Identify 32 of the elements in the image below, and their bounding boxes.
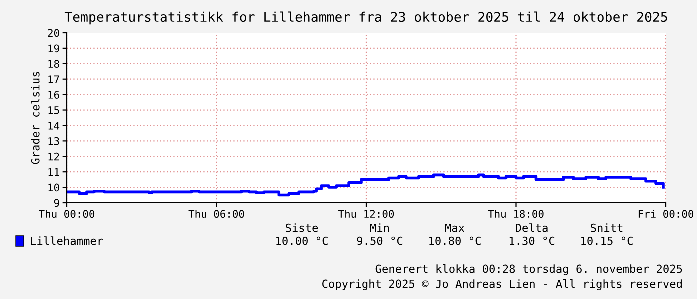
text: Generert klokka 00:28 torsdag 6. november 2025 bbox=[376, 264, 682, 276]
x-tick-label: Thu 18:00 bbox=[488, 210, 544, 218]
y-tick-label: 18 bbox=[48, 60, 60, 68]
x-tick-label: Thu 12:00 bbox=[338, 210, 394, 218]
legend-label: Lillehammer bbox=[31, 236, 104, 246]
y-tick-label: 12 bbox=[48, 152, 60, 161]
y-tick-label: 17 bbox=[48, 76, 60, 84]
y-tick-label: 19 bbox=[48, 44, 60, 53]
text: 9.50 °C bbox=[357, 236, 403, 246]
text: Delta bbox=[516, 224, 548, 232]
text: Siste bbox=[286, 224, 318, 232]
chart-title: Temperaturstatistikk for Lillehammer fra 23 oktober 2025 til 24 oktober 2025 bbox=[64, 12, 668, 25]
x-tick-label: Fri 00:00 bbox=[638, 210, 694, 218]
y-tick-label: 9 bbox=[54, 199, 60, 208]
y-tick-label: 15 bbox=[48, 106, 60, 114]
y-axis-title: Grader celsius bbox=[31, 72, 40, 164]
text: 1.30 °C bbox=[510, 236, 555, 246]
text: 10.00 °C bbox=[276, 236, 328, 246]
text: Min bbox=[370, 224, 390, 232]
x-tick-label: Thu 00:00 bbox=[39, 210, 95, 218]
y-tick-label: 16 bbox=[48, 91, 60, 99]
text: Snitt bbox=[591, 224, 623, 232]
text: 10.15 °C bbox=[582, 236, 633, 246]
y-tick-label: 20 bbox=[48, 29, 60, 38]
y-tick-label: 14 bbox=[48, 122, 60, 130]
y-tick-label: 13 bbox=[48, 137, 60, 146]
x-tick-label: Thu 06:00 bbox=[188, 210, 244, 218]
text: Max bbox=[445, 224, 465, 232]
y-tick-label: 11 bbox=[48, 168, 60, 176]
y-tick-label: 10 bbox=[48, 184, 60, 192]
text: 10.80 °C bbox=[430, 236, 481, 246]
text: Copyright 2025 © Jo Andreas Lien - All rights reserved bbox=[322, 280, 682, 290]
